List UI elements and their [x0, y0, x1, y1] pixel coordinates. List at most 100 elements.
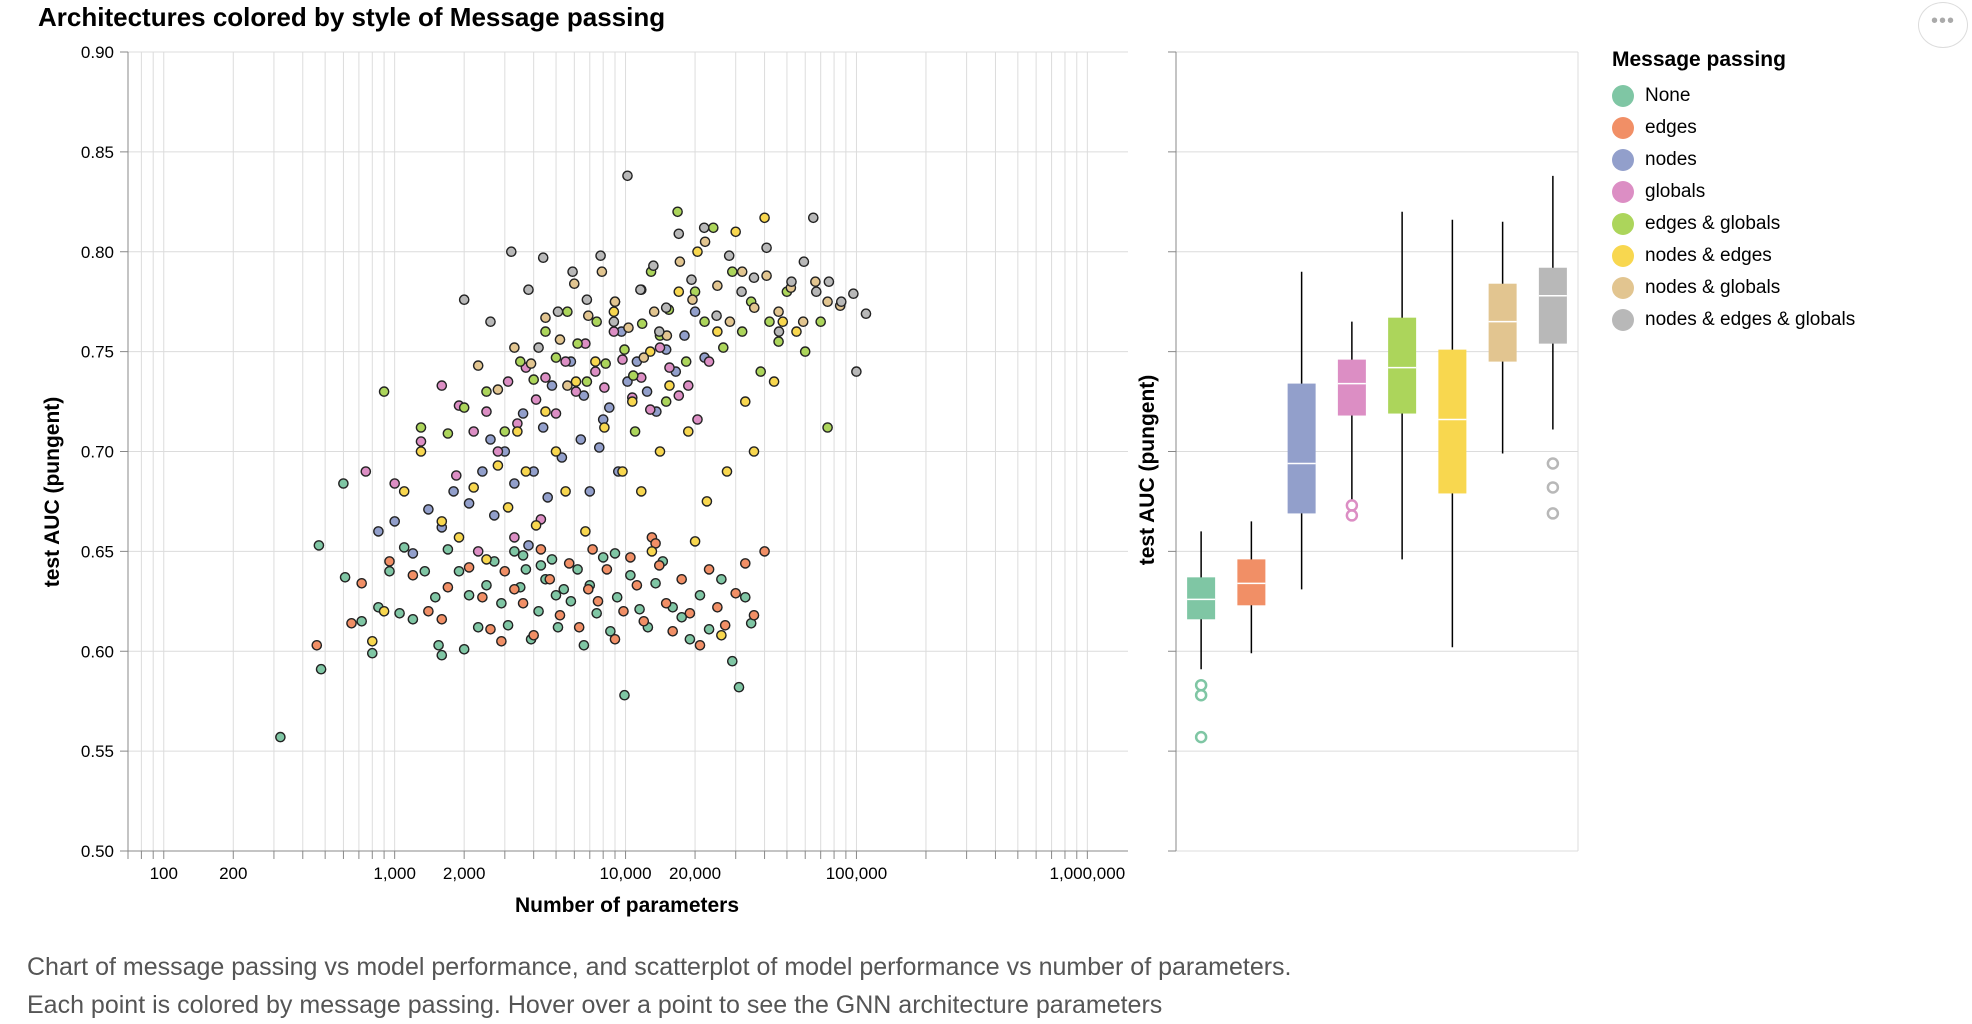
scatter-point[interactable]	[799, 346, 811, 357]
scatter-point[interactable]	[433, 640, 444, 651]
scatter-point[interactable]	[453, 532, 465, 543]
scatter-point[interactable]	[311, 640, 323, 651]
scatter-point[interactable]	[592, 596, 604, 607]
scatter-point[interactable]	[777, 316, 789, 328]
scatter-point[interactable]	[366, 636, 378, 647]
scatter-point[interactable]	[680, 356, 692, 367]
scatter-point[interactable]	[590, 356, 601, 367]
scatter-point[interactable]	[346, 618, 357, 629]
scatter-point[interactable]	[450, 470, 462, 481]
scatter-point[interactable]	[699, 316, 710, 328]
scatter-point[interactable]	[562, 306, 573, 318]
scatter-point[interactable]	[619, 689, 630, 701]
scatter-point[interactable]	[442, 428, 454, 439]
scatter-point[interactable]	[724, 316, 736, 328]
box-iqr[interactable]	[1388, 317, 1417, 414]
scatter-point[interactable]	[823, 276, 835, 288]
scatter-point[interactable]	[575, 434, 587, 445]
scatter-point[interactable]	[502, 502, 514, 513]
scatter-point[interactable]	[567, 266, 578, 278]
scatter-point[interactable]	[472, 360, 484, 371]
scatter-point[interactable]	[366, 647, 378, 659]
scatter-point[interactable]	[570, 376, 582, 387]
scatter-point[interactable]	[822, 422, 833, 433]
scatter-point[interactable]	[679, 330, 690, 341]
scatter-point[interactable]	[608, 306, 620, 318]
scatter-point[interactable]	[481, 580, 492, 591]
legend-item[interactable]: nodes & edges & globals	[1612, 304, 1855, 336]
scatter-point[interactable]	[423, 504, 434, 515]
scatter-point[interactable]	[727, 266, 738, 278]
scatter-point[interactable]	[477, 592, 488, 603]
scatter-point[interactable]	[608, 326, 620, 337]
scatter-point[interactable]	[583, 584, 594, 595]
scatter-point[interactable]	[733, 681, 745, 693]
box-iqr[interactable]	[1237, 559, 1266, 606]
scatter-point[interactable]	[689, 306, 701, 318]
scatter-point[interactable]	[622, 170, 633, 182]
scatter-point[interactable]	[477, 466, 488, 477]
scatter-point[interactable]	[429, 592, 441, 603]
scatter-point[interactable]	[448, 486, 459, 497]
scatter-point[interactable]	[676, 612, 688, 623]
scatter-point[interactable]	[550, 408, 562, 419]
scatter-point[interactable]	[641, 386, 653, 397]
scatter-point[interactable]	[636, 486, 647, 497]
scatter-point[interactable]	[572, 564, 583, 575]
scatter-point[interactable]	[727, 655, 738, 667]
scatter-point[interactable]	[339, 572, 351, 583]
scatter-point[interactable]	[533, 606, 544, 617]
scatter-point[interactable]	[676, 574, 688, 585]
scatter-point[interactable]	[716, 574, 727, 585]
scatter-point[interactable]	[562, 380, 573, 391]
legend-item[interactable]: edges	[1612, 112, 1855, 144]
scatter-point[interactable]	[528, 374, 540, 385]
scatter-point[interactable]	[544, 574, 556, 585]
legend-item[interactable]: nodes & globals	[1612, 272, 1855, 304]
scatter-point[interactable]	[407, 548, 419, 559]
scatter-point[interactable]	[740, 558, 751, 569]
scatter-point[interactable]	[373, 526, 384, 537]
scatter-point[interactable]	[530, 520, 542, 531]
scatter-point[interactable]	[703, 356, 715, 367]
scatter-point[interactable]	[520, 466, 532, 477]
scatter-point[interactable]	[836, 296, 847, 308]
scatter-point[interactable]	[533, 342, 544, 353]
scatter-point[interactable]	[517, 408, 529, 419]
scatter-point[interactable]	[573, 622, 585, 633]
scatter-point[interactable]	[481, 386, 492, 397]
scatter-point[interactable]	[546, 380, 558, 391]
scatter-point[interactable]	[672, 206, 683, 218]
scatter-point[interactable]	[356, 578, 368, 589]
scatter-point[interactable]	[759, 546, 770, 557]
scatter-point[interactable]	[650, 578, 661, 589]
scatter-point[interactable]	[773, 306, 784, 318]
scatter-point[interactable]	[759, 212, 770, 224]
scatter-point[interactable]	[618, 606, 629, 617]
scatter-point[interactable]	[520, 564, 532, 575]
scatter-point[interactable]	[505, 246, 517, 257]
scatter-point[interactable]	[419, 566, 431, 577]
scatter-point[interactable]	[481, 554, 492, 565]
scatter-point[interactable]	[673, 390, 685, 401]
scatter-point[interactable]	[378, 386, 390, 397]
scatter-point[interactable]	[648, 306, 660, 318]
scatter-point[interactable]	[684, 634, 696, 645]
scatter-point[interactable]	[468, 482, 480, 493]
scatter-point[interactable]	[398, 486, 410, 497]
scatter-point[interactable]	[748, 610, 760, 621]
box-iqr[interactable]	[1337, 359, 1366, 416]
scatter-point[interactable]	[423, 606, 434, 617]
scatter-point[interactable]	[798, 256, 810, 268]
scatter-point[interactable]	[699, 236, 711, 248]
scatter-point[interactable]	[389, 516, 401, 527]
scatter-point[interactable]	[591, 316, 603, 328]
scatter-point[interactable]	[711, 310, 722, 322]
box-outlier[interactable]	[1345, 499, 1359, 512]
scatter-point[interactable]	[740, 592, 751, 603]
scatter-point[interactable]	[499, 566, 511, 577]
scatter-point[interactable]	[673, 228, 685, 240]
scatter-point[interactable]	[674, 256, 686, 268]
scatter-point[interactable]	[540, 406, 551, 417]
scatter-point[interactable]	[683, 380, 694, 391]
